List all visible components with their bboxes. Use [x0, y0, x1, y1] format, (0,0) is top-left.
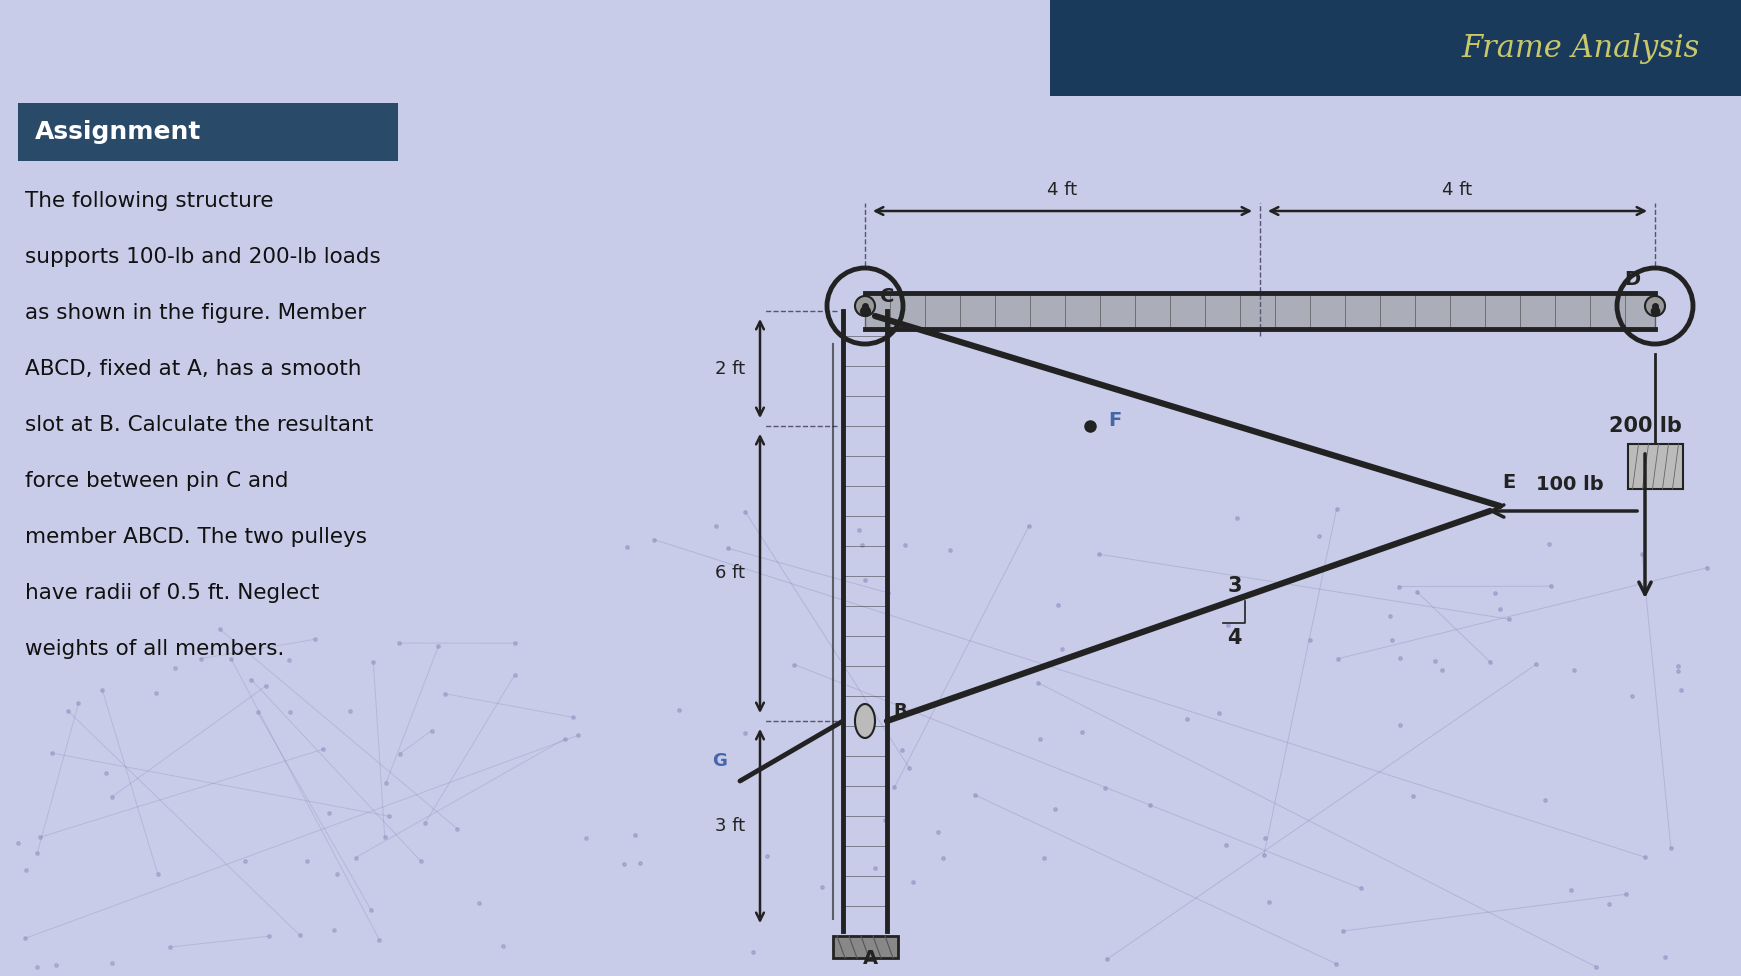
Text: slot at B. Calculate the resultant: slot at B. Calculate the resultant	[24, 415, 373, 435]
Ellipse shape	[855, 704, 876, 738]
Text: A: A	[862, 949, 877, 968]
Circle shape	[855, 296, 876, 316]
Text: F: F	[1107, 412, 1121, 430]
Text: supports 100-lb and 200-lb loads: supports 100-lb and 200-lb loads	[24, 247, 381, 267]
Text: D: D	[1624, 270, 1640, 289]
Text: 2 ft: 2 ft	[716, 359, 745, 378]
Text: G: G	[712, 752, 728, 770]
Text: E: E	[1502, 473, 1515, 493]
Text: ABCD, fixed at A, has a smooth: ABCD, fixed at A, has a smooth	[24, 359, 362, 379]
Text: Assignment: Assignment	[35, 120, 202, 144]
Text: 4 ft: 4 ft	[1443, 181, 1473, 199]
Text: have radii of 0.5 ft. Neglect: have radii of 0.5 ft. Neglect	[24, 583, 319, 603]
Text: 4: 4	[1227, 628, 1241, 648]
Bar	[1628, 444, 1682, 489]
Text: member ABCD. The two pulleys: member ABCD. The two pulleys	[24, 527, 367, 547]
Bar	[17, 103, 399, 161]
Text: 4 ft: 4 ft	[1048, 181, 1078, 199]
Text: 3 ft: 3 ft	[716, 817, 745, 835]
Text: Frame Analysis: Frame Analysis	[1462, 32, 1699, 63]
Text: as shown in the figure. Member: as shown in the figure. Member	[24, 303, 366, 323]
Text: 3: 3	[1227, 576, 1241, 596]
Text: 100 lb: 100 lb	[1536, 475, 1603, 494]
Bar	[832, 936, 898, 958]
Circle shape	[1645, 296, 1664, 316]
Text: weights of all members.: weights of all members.	[24, 639, 284, 659]
Text: C: C	[879, 287, 895, 306]
Text: The following structure: The following structure	[24, 191, 273, 211]
Text: 200 lb: 200 lb	[1609, 416, 1682, 436]
Bar	[865, 293, 1656, 329]
Text: B: B	[893, 702, 907, 720]
Text: 6 ft: 6 ft	[716, 564, 745, 583]
Text: force between pin C and: force between pin C and	[24, 471, 289, 491]
Bar	[1050, 0, 1741, 96]
